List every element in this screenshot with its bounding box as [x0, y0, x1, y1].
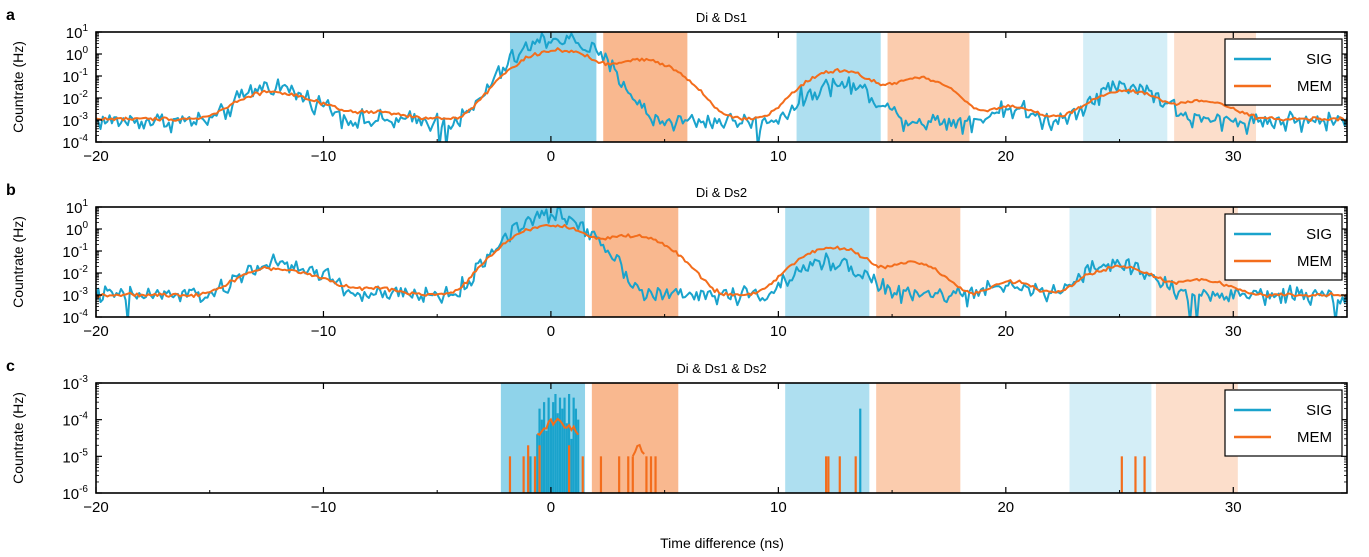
y-tick-label: 10-4	[62, 411, 88, 430]
legend-label-mem: MEM	[1297, 78, 1332, 95]
y-tick-label: 10-6	[62, 484, 88, 503]
y-tick-label: 10-4	[62, 308, 88, 327]
plot-frame	[95, 31, 1348, 143]
y-axis-label: Countrate (Hz)	[10, 216, 26, 308]
legend-label-sig: SIG	[1306, 226, 1332, 243]
data-lines	[96, 207, 1347, 317]
panel-letter: b	[6, 182, 16, 199]
panel-c: −20 −10 0 10 20 30 10-6 10-5 10-4 10-3 Di & Ds1 & …	[6, 358, 1348, 516]
mem-window	[591, 207, 679, 317]
series-line-sig	[96, 32, 1347, 142]
y-tick-label: 10-2	[62, 264, 88, 283]
panel-letter: c	[6, 358, 15, 375]
x-tick-label: 10	[770, 323, 787, 340]
x-tick-label: 10	[770, 148, 787, 165]
time-windows	[500, 207, 1238, 317]
legend-label-mem: MEM	[1297, 429, 1332, 446]
x-tick-label: 10	[770, 499, 787, 516]
x-tick-label: 30	[1225, 499, 1242, 516]
panel-letter: a	[6, 7, 15, 24]
sig-window	[1069, 207, 1152, 317]
y-tick-label: 100	[66, 220, 89, 239]
x-tick-label: 0	[547, 323, 555, 340]
y-tick-label: 10-2	[62, 89, 88, 108]
x-tick-label: −20	[83, 499, 108, 516]
x-tick-label: 0	[547, 499, 555, 516]
legend: SIG MEM	[1224, 38, 1343, 106]
x-tick-label: 30	[1225, 323, 1242, 340]
x-tick-label: 30	[1225, 148, 1242, 165]
panel-b: −20 −10 0 10 20 30 10-4 10-3 10-2 10-1 100 101 Di & …	[6, 182, 1348, 340]
panel-title: Di & Ds2	[696, 185, 747, 200]
y-tick-label: 10-3	[62, 111, 88, 130]
y-tick-label: 10-5	[62, 447, 88, 466]
mem-window	[876, 207, 961, 317]
legend-box	[1224, 389, 1343, 457]
y-tick-label: 10-3	[62, 374, 88, 393]
legend: SIG MEM	[1224, 389, 1343, 457]
x-tick-label: 20	[997, 323, 1014, 340]
data-lines	[96, 32, 1347, 142]
x-tick-label: −20	[83, 323, 108, 340]
mem-window	[1155, 383, 1238, 493]
y-tick-label: 10-1	[62, 242, 88, 261]
y-axis-label: Countrate (Hz)	[10, 41, 26, 133]
y-tick-label: 10-4	[62, 133, 88, 152]
y-tick-label: 100	[66, 45, 89, 64]
y-tick-label: 101	[66, 198, 89, 217]
x-tick-label: −10	[311, 148, 336, 165]
panel-title: Di & Ds1 & Ds2	[676, 361, 766, 376]
x-tick-label: −10	[311, 499, 336, 516]
y-tick-label: 101	[66, 23, 89, 42]
series-line-mem	[96, 47, 1347, 122]
plot-frame	[95, 206, 1348, 318]
series-line-mem	[96, 223, 1347, 299]
legend-label-sig: SIG	[1306, 51, 1332, 68]
sig-window	[785, 207, 870, 317]
legend-label-sig: SIG	[1306, 402, 1332, 419]
bump-mem	[631, 443, 645, 457]
legend-label-mem: MEM	[1297, 253, 1332, 270]
x-tick-label: −10	[311, 323, 336, 340]
x-tick-label: −20	[83, 148, 108, 165]
y-tick-label: 10-3	[62, 286, 88, 305]
mem-window	[876, 383, 961, 493]
panel-a: −20 −10 0 10 20 30 10-4 10-3 10-2 10-1 100 101 Di & …	[6, 7, 1348, 165]
sig-window	[1069, 383, 1152, 493]
x-tick-label: 0	[547, 148, 555, 165]
x-tick-label: 20	[997, 499, 1014, 516]
y-tick-label: 10-1	[62, 67, 88, 86]
plot-frame	[95, 382, 1348, 494]
bump-mem	[536, 417, 580, 436]
time-windows	[500, 383, 1238, 493]
panel-title: Di & Ds1	[696, 10, 747, 25]
legend-box	[1224, 38, 1343, 106]
mem-window	[603, 32, 688, 142]
legend-box	[1224, 213, 1343, 281]
x-tick-label: 20	[997, 148, 1014, 165]
y-axis-label: Countrate (Hz)	[10, 392, 26, 484]
x-axis-label: Time difference (ns)	[660, 535, 784, 551]
legend: SIG MEM	[1224, 213, 1343, 281]
mem-window	[591, 383, 679, 493]
data-lines	[508, 394, 1146, 493]
